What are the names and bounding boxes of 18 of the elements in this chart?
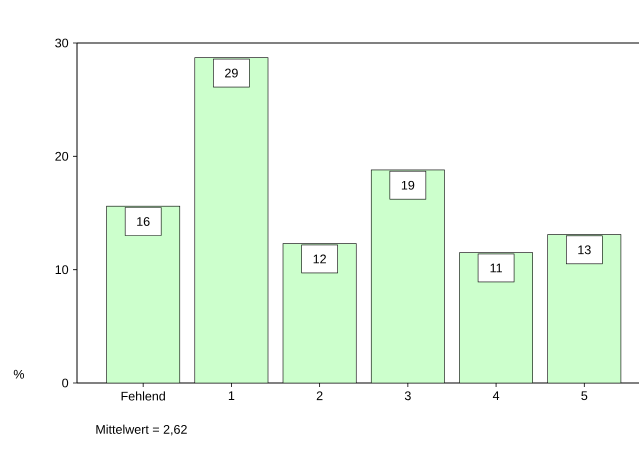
data-label: 12	[314, 254, 326, 264]
data-label: 16	[137, 217, 150, 226]
y-tick-label: 10	[56, 265, 68, 274]
data-label: 13	[578, 245, 591, 254]
data-label: 11	[490, 264, 502, 272]
y-tick-label: 0	[62, 378, 68, 388]
data-label: 19	[402, 180, 414, 190]
y-axis-title: %	[14, 370, 24, 379]
y-tick-label: 20	[55, 152, 68, 161]
x-tick-label: 1	[228, 391, 234, 400]
x-tick-label: 5	[581, 391, 588, 400]
x-tick-label: Fehlend	[122, 391, 165, 401]
x-tick-label: 2	[316, 391, 322, 400]
y-tick-label: 30	[55, 38, 68, 48]
text: Mittelwert = 2,62	[96, 424, 187, 436]
x-tick-label: 4	[492, 391, 500, 400]
data-label: 29	[225, 68, 238, 78]
x-tick-label: 3	[404, 391, 411, 400]
